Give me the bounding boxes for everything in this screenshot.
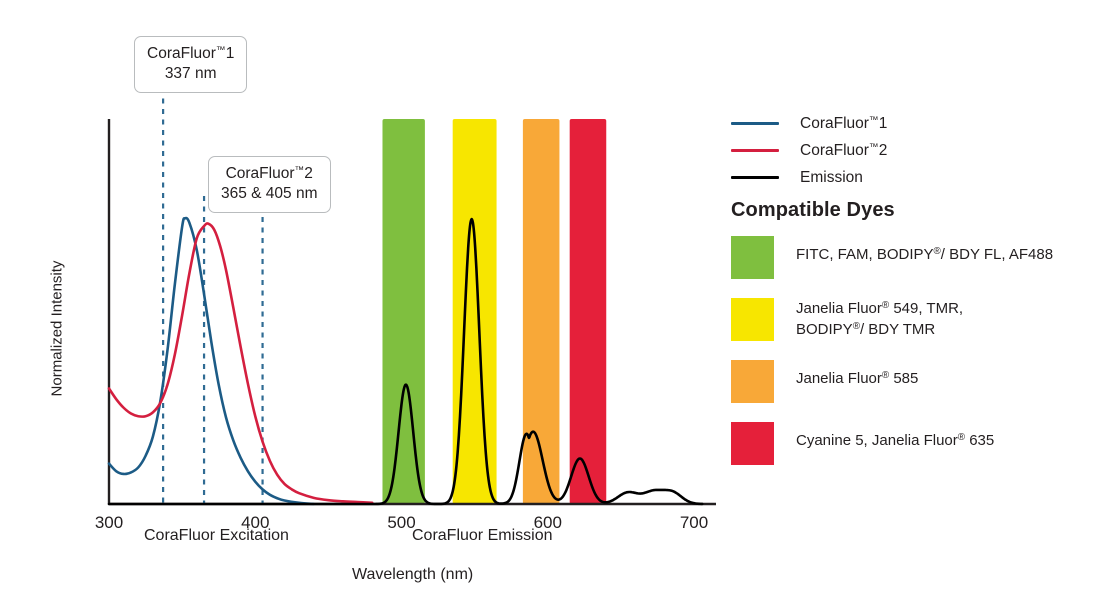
dye-item-2: Janelia Fluor® 549, TMR, BODIPY®/ BDY TMR	[731, 298, 1091, 341]
x-axis-title: Wavelength (nm)	[352, 566, 474, 583]
red-band	[569, 119, 607, 504]
legend-item-label: CoraFluor™2	[800, 141, 888, 159]
dye-item-1: FITC, FAM, BODIPY®/ BDY FL, AF488	[731, 236, 1091, 279]
dye-color-swatch	[731, 236, 774, 279]
dye-item-label: Cyanine 5, Janelia Fluor® 635	[796, 432, 995, 449]
emission-curve	[107, 217, 704, 506]
legend-swatch-line	[731, 176, 779, 179]
legend-item-label: Emission	[800, 168, 863, 186]
excitation-curve-1	[107, 216, 316, 506]
dye-item-3: Janelia Fluor® 585	[731, 360, 1091, 403]
callout-corafluor1: CoraFluor™1 337 nm	[134, 36, 248, 93]
compatible-dyes-list: FITC, FAM, BODIPY®/ BDY FL, AF488 Janelia…	[731, 236, 1091, 484]
callout-corafluor2-title: CoraFluor™2	[225, 165, 313, 182]
legend-swatch-line	[731, 149, 779, 152]
dye-item-label: FITC, FAM, BODIPY®/ BDY FL, AF488	[796, 246, 1054, 263]
legend-item-1: CoraFluor™1	[731, 110, 1081, 137]
excitation-curve-2	[107, 222, 374, 505]
emission-bands	[382, 119, 607, 504]
green-band	[382, 119, 425, 504]
y-axis-label: Normalized Intensity	[48, 260, 66, 397]
callout-corafluor2: CoraFluor™2 365 & 405 nm	[208, 156, 331, 213]
legend-item-label: CoraFluor™1	[800, 114, 888, 132]
x-tick-600: 600	[534, 513, 562, 532]
x-tick-300: 300	[95, 513, 123, 532]
x-tick-400: 400	[241, 513, 269, 532]
dye-item-label: Janelia Fluor® 549, TMR, BODIPY®/ BDY TMR	[796, 300, 964, 338]
callout-corafluor1-value: 337 nm	[164, 64, 217, 82]
yellow-band	[452, 119, 497, 504]
excitation-marker-lines	[162, 88, 264, 504]
dye-item-4: Cyanine 5, Janelia Fluor® 635	[731, 422, 1091, 465]
x-tick-labels: 300 400 500 600 700	[95, 513, 708, 532]
callout-corafluor2-value: 365 & 405 nm	[221, 184, 318, 202]
x-axis-sublabel-excitation: CoraFluor Excitation	[144, 527, 289, 544]
x-axis-sublabel-emission: CoraFluor Emission	[412, 527, 553, 544]
spectra-curves	[107, 216, 704, 506]
compatible-dyes-heading: Compatible Dyes	[731, 199, 895, 221]
legend-swatch-line	[731, 122, 779, 125]
orange-band	[522, 119, 560, 504]
legend-item-2: CoraFluor™2	[731, 137, 1081, 164]
callout-corafluor1-title: CoraFluor™1	[147, 45, 235, 62]
legend-item-3: Emission	[731, 164, 1081, 191]
dye-color-swatch	[731, 422, 774, 465]
dye-color-swatch	[731, 298, 774, 341]
x-tick-700: 700	[680, 513, 708, 532]
series-legend: CoraFluor™1 CoraFluor™2 Emission	[731, 110, 1081, 191]
dye-item-label: Janelia Fluor® 585	[796, 370, 919, 387]
dye-color-swatch	[731, 360, 774, 403]
x-tick-500: 500	[387, 513, 415, 532]
